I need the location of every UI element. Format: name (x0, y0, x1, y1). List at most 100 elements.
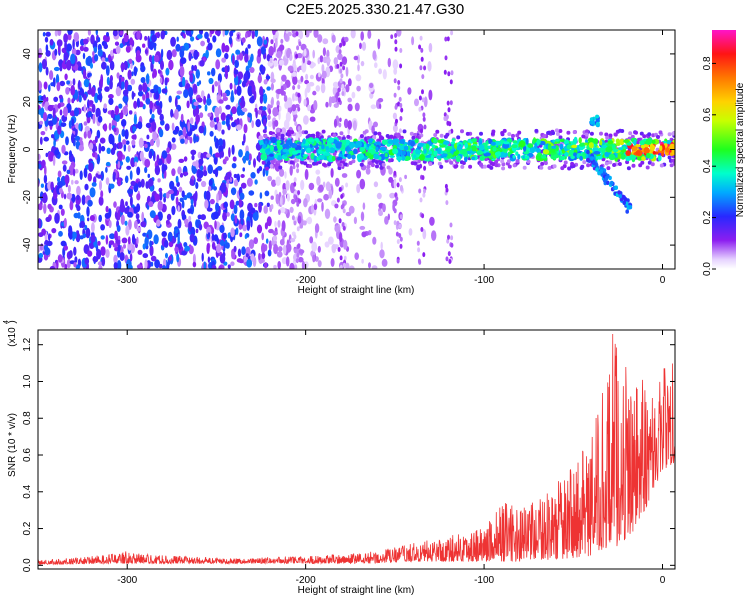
heatmap-cell (124, 220, 128, 226)
heatmap-cell (338, 232, 343, 243)
heatmap-cell (98, 143, 102, 154)
heatmap-cell (195, 69, 200, 79)
heatmap-cell (359, 225, 366, 230)
heatmap-cell (423, 188, 426, 194)
heatmap-cell (83, 121, 88, 126)
heatmap-cell (174, 246, 179, 253)
colorbar-tick-label: 0.0 (702, 262, 713, 276)
heatmap-cell (313, 155, 318, 163)
heatmap-cell (608, 133, 613, 138)
heatmap-cell (422, 112, 426, 118)
heatmap-cell (98, 196, 104, 206)
heatmap-cell (414, 138, 419, 144)
heatmap-cell (117, 249, 121, 258)
heatmap-cell (396, 156, 403, 161)
x-tick-label: 0 (660, 275, 666, 286)
heatmap-cell (334, 225, 340, 233)
heatmap-cell (147, 173, 151, 178)
heatmap-cell (372, 50, 377, 60)
heatmap-cell (445, 200, 449, 206)
heatmap-cell (271, 179, 277, 187)
y-tick-label: 1.2 (22, 337, 33, 351)
heatmap-cell (103, 103, 107, 109)
heatmap-cell (343, 239, 348, 250)
heatmap-cell (69, 150, 72, 157)
heatmap-cell (275, 176, 281, 187)
heatmap-cell (49, 265, 56, 269)
heatmap-cell (263, 134, 268, 139)
heatmap-cell (125, 140, 130, 145)
heatmap-cell (108, 97, 114, 106)
heatmap-cell (333, 57, 338, 66)
heatmap-cell (517, 130, 522, 135)
heatmap-cell (589, 131, 594, 136)
heatmap-cell (235, 49, 241, 55)
heatmap-cell (149, 185, 154, 192)
heatmap-cell (494, 163, 499, 168)
x-tick-label: -200 (296, 275, 316, 286)
heatmap-cell (375, 164, 379, 169)
heatmap-cell (184, 218, 189, 225)
heatmap-cell (382, 69, 387, 80)
heatmap-cell (398, 96, 402, 102)
heatmap-cell (248, 190, 255, 196)
heatmap-cell (339, 61, 343, 67)
heatmap-cell (204, 104, 208, 112)
heatmap-cell (101, 57, 106, 62)
heatmap-cell (53, 139, 56, 148)
heatmap-cell (127, 264, 133, 269)
heatmap-cell (373, 181, 379, 188)
heatmap-cell (252, 211, 259, 221)
heatmap-cell (230, 213, 235, 222)
heatmap-cell (379, 249, 385, 259)
heatmap-cell (42, 32, 46, 37)
heatmap-cell (175, 43, 181, 52)
heatmap-cell (635, 150, 641, 156)
heatmap-cell (292, 164, 296, 170)
figure-title: C2E5.2025.330.21.47.G30 (285, 1, 465, 18)
heatmap-cell (72, 231, 77, 239)
heatmap-cell (328, 189, 333, 199)
heatmap-cell (115, 86, 122, 97)
heatmap-cell (95, 152, 98, 160)
heatmap-cell (184, 138, 188, 145)
heatmap-cell (200, 40, 206, 47)
heatmap-cell (319, 135, 324, 140)
heatmap-cell (279, 207, 286, 214)
heatmap-cell (250, 172, 256, 179)
heatmap-cell (79, 235, 84, 240)
heatmap-cell (43, 81, 48, 90)
heatmap-cell (386, 143, 391, 147)
heatmap-cell (500, 159, 505, 164)
heatmap-cell (464, 155, 468, 163)
heatmap-cell (105, 177, 110, 185)
heatmap-cell (286, 97, 293, 108)
heatmap-cell (399, 63, 403, 69)
heatmap-cell (261, 242, 266, 254)
heatmap-cell (445, 114, 449, 120)
heatmap-cell (209, 120, 215, 128)
heatmap-cell (672, 161, 675, 166)
heatmap-cell (395, 231, 399, 237)
heatmap-cell (201, 180, 207, 188)
heatmap-cell (507, 132, 512, 137)
heatmap-cell (310, 133, 314, 138)
heatmap-cell (310, 62, 316, 67)
heatmap-cell (645, 165, 650, 170)
heatmap-cell (237, 248, 242, 257)
heatmap-cell (213, 135, 217, 143)
heatmap-cell (445, 256, 449, 262)
heatmap-cell (354, 102, 360, 112)
heatmap-cell (411, 36, 415, 46)
heatmap-cell (123, 32, 129, 43)
heatmap-cell (191, 154, 195, 161)
heatmap-cell (318, 72, 321, 78)
heatmap-cell (58, 230, 63, 237)
heatmap-cell (410, 140, 415, 147)
heatmap-cell (64, 263, 68, 269)
y-tick-label: 20 (22, 96, 33, 108)
colorbar: 0.00.20.40.60.8 Normalized spectral ampl… (702, 30, 746, 276)
heatmap-cell (555, 138, 560, 142)
heatmap-cell (190, 149, 197, 156)
heatmap-cell (418, 106, 422, 112)
